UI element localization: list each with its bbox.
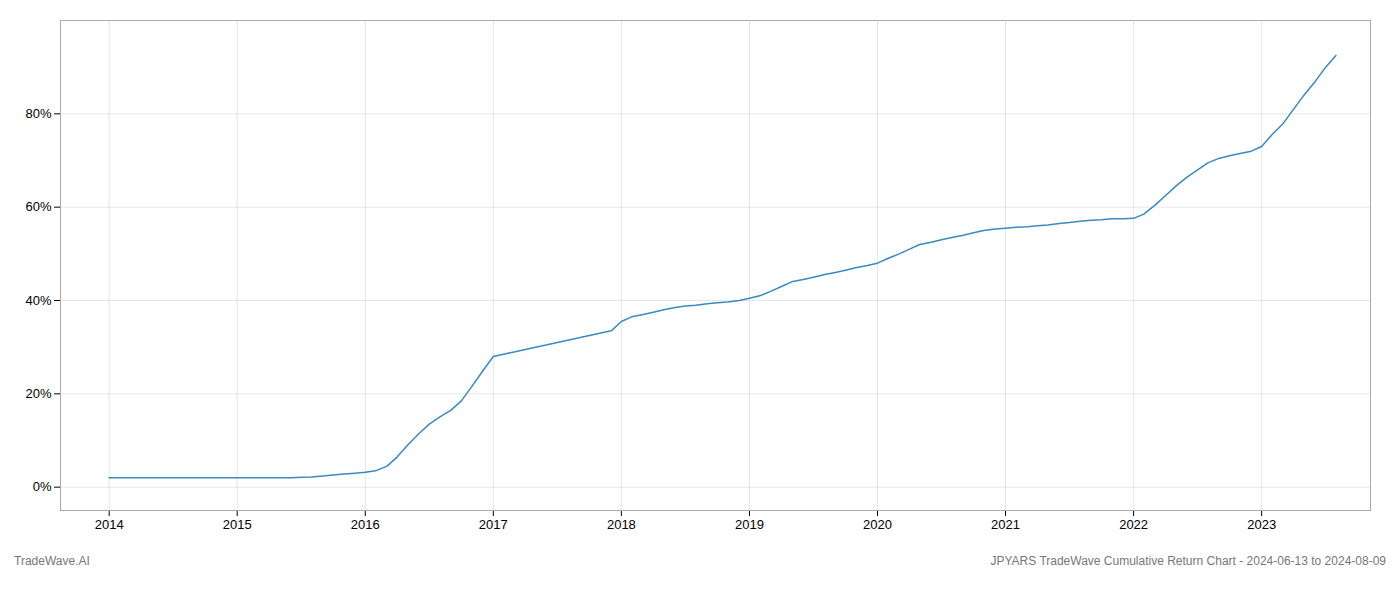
- svg-text:60%: 60%: [25, 199, 51, 214]
- html-text:JPYARS TradeWave Cumulative Re: JPYARS TradeWave Cumulative Return Chart…: [990, 554, 1386, 568]
- svg-text:40%: 40%: [25, 293, 51, 308]
- svg-text:80%: 80%: [25, 106, 51, 121]
- svg-text:2023: 2023: [1247, 517, 1276, 532]
- svg-text:2015: 2015: [223, 517, 252, 532]
- html-text:TradeWave.AI: TradeWave.AI: [14, 554, 90, 568]
- svg-text:2018: 2018: [607, 517, 636, 532]
- svg-text:2014: 2014: [95, 517, 124, 532]
- svg-text:2020: 2020: [863, 517, 892, 532]
- svg-text:2022: 2022: [1119, 517, 1148, 532]
- svg-text:20%: 20%: [25, 386, 51, 401]
- svg-text:2019: 2019: [735, 517, 764, 532]
- svg-text:2017: 2017: [479, 517, 508, 532]
- svg-text:2021: 2021: [991, 517, 1020, 532]
- svg-text:2016: 2016: [351, 517, 380, 532]
- svg-text:0%: 0%: [33, 479, 52, 494]
